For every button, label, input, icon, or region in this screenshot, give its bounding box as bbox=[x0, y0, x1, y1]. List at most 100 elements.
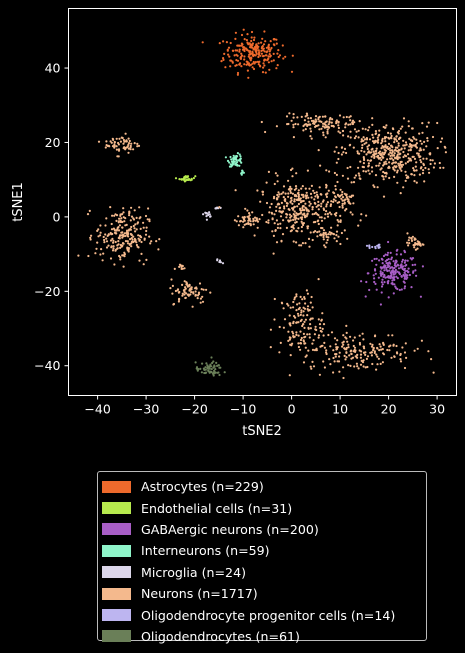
data-point bbox=[380, 257, 383, 260]
data-point bbox=[353, 176, 356, 179]
data-point bbox=[373, 350, 376, 353]
data-point bbox=[295, 309, 298, 312]
data-point bbox=[205, 215, 208, 218]
data-point bbox=[405, 176, 408, 179]
data-point bbox=[293, 198, 296, 201]
data-point bbox=[122, 265, 125, 268]
data-point bbox=[291, 330, 294, 333]
data-point bbox=[260, 120, 263, 124]
legend-swatch bbox=[102, 544, 131, 557]
data-point bbox=[393, 283, 396, 286]
data-point bbox=[321, 115, 324, 118]
data-point bbox=[287, 219, 290, 222]
data-point bbox=[133, 209, 136, 212]
data-point bbox=[122, 207, 125, 210]
data-point bbox=[375, 164, 378, 167]
data-point bbox=[278, 351, 281, 354]
data-point bbox=[374, 174, 378, 177]
data-point bbox=[410, 144, 413, 147]
x-tick-label: 30 bbox=[429, 402, 445, 417]
data-point bbox=[261, 71, 265, 74]
data-point bbox=[236, 164, 239, 167]
data-point bbox=[330, 231, 333, 235]
data-point bbox=[419, 295, 422, 298]
data-point bbox=[312, 120, 315, 123]
data-point bbox=[294, 218, 297, 221]
data-point bbox=[389, 132, 392, 135]
data-point bbox=[243, 38, 246, 41]
data-point bbox=[307, 309, 310, 312]
data-point bbox=[298, 244, 301, 247]
data-point bbox=[308, 336, 311, 339]
data-point bbox=[252, 219, 255, 222]
data-point bbox=[130, 206, 133, 209]
data-point bbox=[314, 125, 317, 128]
data-point bbox=[416, 240, 419, 243]
data-point bbox=[363, 138, 367, 141]
data-point bbox=[226, 159, 230, 162]
data-point bbox=[325, 235, 328, 238]
data-point bbox=[250, 36, 253, 39]
data-point bbox=[328, 358, 331, 361]
data-point bbox=[360, 359, 363, 362]
data-point bbox=[195, 286, 198, 289]
data-point bbox=[413, 246, 416, 249]
data-point bbox=[363, 347, 366, 350]
plot-frame bbox=[68, 8, 457, 396]
data-point bbox=[387, 142, 391, 145]
data-point bbox=[317, 336, 320, 339]
data-point bbox=[404, 155, 408, 158]
data-point bbox=[333, 213, 336, 216]
data-point bbox=[145, 258, 148, 261]
data-point bbox=[383, 269, 386, 272]
data-point bbox=[218, 42, 221, 45]
series-4 bbox=[202, 206, 225, 265]
data-point bbox=[310, 367, 313, 370]
data-point bbox=[399, 264, 402, 267]
data-point bbox=[331, 118, 334, 121]
data-point bbox=[367, 144, 371, 147]
data-point bbox=[425, 125, 429, 128]
data-point bbox=[399, 192, 402, 195]
data-point bbox=[312, 365, 316, 368]
data-point bbox=[342, 334, 345, 337]
data-point bbox=[345, 351, 348, 354]
data-point bbox=[416, 247, 419, 250]
data-point bbox=[292, 335, 295, 338]
data-point bbox=[239, 160, 242, 163]
data-point bbox=[337, 151, 340, 155]
data-point bbox=[216, 371, 219, 374]
x-tick-label: −30 bbox=[133, 402, 159, 417]
data-point bbox=[234, 163, 237, 166]
data-point bbox=[310, 196, 313, 199]
x-axis-ticks: −40 −30 −20 −10 0 10 20 30 bbox=[84, 395, 445, 417]
data-point bbox=[110, 222, 113, 226]
data-point bbox=[177, 300, 180, 303]
data-point bbox=[105, 240, 109, 243]
data-point bbox=[270, 46, 273, 50]
data-point bbox=[348, 116, 351, 119]
data-point bbox=[285, 202, 288, 205]
data-point bbox=[117, 148, 121, 151]
data-point bbox=[179, 264, 182, 267]
data-point bbox=[414, 248, 417, 251]
data-point bbox=[229, 65, 232, 68]
data-point bbox=[320, 319, 323, 322]
data-point bbox=[333, 360, 336, 363]
data-point bbox=[332, 191, 335, 194]
data-point bbox=[322, 235, 325, 239]
data-point bbox=[420, 339, 423, 342]
data-point bbox=[408, 236, 411, 239]
data-point bbox=[344, 126, 347, 129]
data-point bbox=[412, 270, 415, 273]
data-point bbox=[370, 166, 374, 169]
data-point bbox=[399, 253, 403, 256]
data-point bbox=[360, 140, 363, 143]
data-point bbox=[394, 259, 398, 262]
data-point bbox=[387, 258, 390, 261]
data-point bbox=[374, 282, 377, 285]
data-point bbox=[349, 335, 352, 338]
data-point bbox=[99, 234, 102, 237]
data-point bbox=[372, 136, 375, 139]
